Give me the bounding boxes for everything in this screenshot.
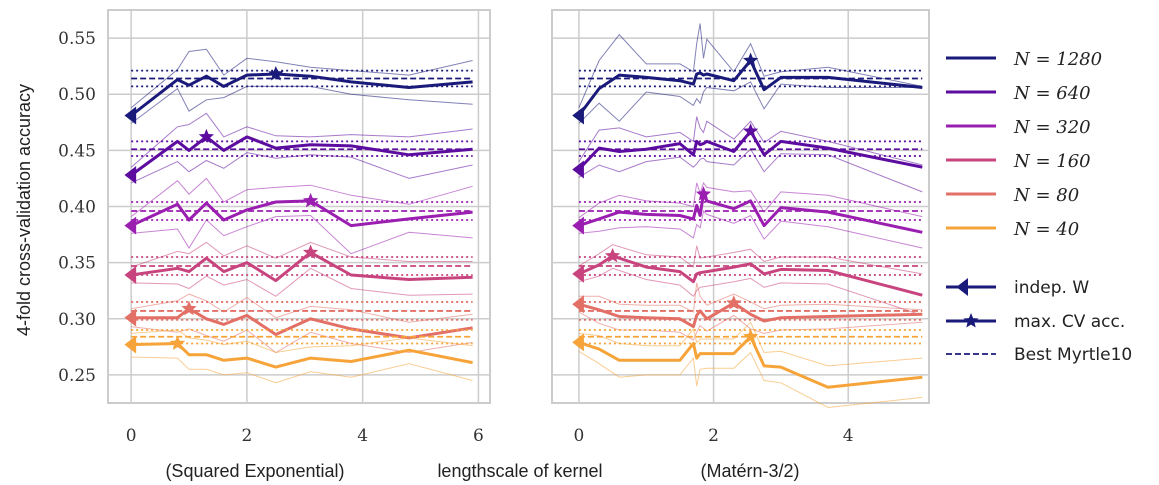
indep-w-marker bbox=[124, 265, 137, 284]
max-cv-marker bbox=[169, 335, 186, 350]
legend-label: N = 80 bbox=[1013, 185, 1079, 206]
indep-w-marker bbox=[124, 308, 137, 327]
lower-band-line bbox=[578, 148, 923, 193]
series-line bbox=[577, 59, 923, 117]
max-cv-marker bbox=[743, 328, 759, 344]
y-tick-label: 0.35 bbox=[58, 254, 96, 274]
x-axis-label: lengthscale of kernel bbox=[437, 461, 602, 481]
lower-band-line bbox=[578, 350, 923, 409]
indep-w-marker bbox=[572, 216, 584, 235]
legend-label: N = 160 bbox=[1013, 151, 1091, 172]
series-line bbox=[578, 301, 923, 329]
legend-label-best: Best Myrtle10 bbox=[1014, 345, 1132, 365]
upper-band-line bbox=[130, 112, 473, 168]
upper-band-line bbox=[131, 293, 473, 323]
series-line bbox=[578, 335, 923, 389]
max-cv-marker bbox=[743, 123, 759, 138]
x-tick-label: 6 bbox=[473, 426, 484, 446]
x-tick-label: 2 bbox=[241, 426, 252, 446]
series-line bbox=[130, 72, 473, 117]
lower-band-line bbox=[578, 267, 923, 316]
upper-band-line bbox=[578, 23, 923, 108]
y-tick-label: 0.55 bbox=[58, 29, 96, 49]
y-tick-label: 0.30 bbox=[58, 310, 96, 330]
series-line bbox=[130, 251, 473, 283]
max-cv-marker bbox=[695, 186, 712, 201]
max-cv-marker bbox=[605, 247, 621, 263]
y-tick-label: 0.45 bbox=[58, 141, 96, 161]
indep-w-marker bbox=[124, 166, 137, 185]
indep-w-marker bbox=[572, 333, 584, 352]
indep-w-marker bbox=[572, 106, 584, 125]
upper-band-line bbox=[130, 48, 473, 109]
max-cv-marker bbox=[268, 66, 284, 81]
legend-star-marker bbox=[963, 313, 979, 328]
lower-band-line bbox=[578, 311, 923, 341]
indep-w-marker bbox=[572, 295, 584, 314]
upper-band-line bbox=[578, 244, 923, 275]
series-line bbox=[130, 135, 473, 177]
series-line bbox=[131, 342, 473, 369]
lower-band-line bbox=[131, 267, 473, 297]
indep-w-marker bbox=[124, 335, 137, 354]
series-line bbox=[130, 199, 473, 228]
y-tick-label: 0.40 bbox=[58, 198, 96, 218]
max-cv-marker bbox=[181, 300, 197, 316]
lower-band-line bbox=[130, 152, 473, 184]
legend-label: N = 320 bbox=[1013, 117, 1091, 138]
max-cv-marker bbox=[726, 295, 742, 310]
upper-band-line bbox=[130, 177, 473, 217]
max-cv-marker bbox=[743, 52, 759, 67]
series-line bbox=[578, 192, 923, 234]
x-tick-label: 2 bbox=[708, 426, 719, 446]
upper-band-line bbox=[131, 241, 473, 268]
axes-frame bbox=[551, 9, 930, 404]
legend-indep-marker bbox=[956, 278, 968, 296]
y-tick-label: 0.50 bbox=[58, 85, 96, 105]
legend-label: N = 1280 bbox=[1013, 49, 1102, 70]
legend-label-indep: indep. W bbox=[1014, 278, 1089, 298]
upper-band-line bbox=[131, 329, 473, 354]
panel-matern: 0 2 4 bbox=[551, 9, 930, 446]
panel-left-subtitle: (Squared Exponential) bbox=[165, 461, 344, 481]
upper-band-line bbox=[578, 321, 923, 367]
max-cv-marker bbox=[303, 192, 319, 208]
lower-band-line bbox=[130, 85, 473, 124]
lower-band-line bbox=[578, 81, 923, 124]
indep-w-marker bbox=[572, 160, 584, 179]
axes-frame bbox=[107, 9, 491, 404]
y-tick-label: 0.25 bbox=[58, 366, 96, 386]
legend-label-maxcv: max. CV acc. bbox=[1014, 312, 1125, 332]
series-line bbox=[577, 129, 923, 171]
x-tick-label: 0 bbox=[574, 426, 585, 446]
max-cv-marker bbox=[303, 244, 319, 259]
upper-band-line bbox=[578, 116, 923, 166]
upper-band-line bbox=[578, 282, 923, 313]
legend-label: N = 640 bbox=[1013, 83, 1091, 104]
y-axis-label: 4-fold cross-validation accuracy bbox=[14, 84, 34, 336]
x-tick-label: 4 bbox=[843, 426, 854, 446]
indep-w-marker bbox=[572, 264, 584, 283]
panel-squared-exponential: 0 2 4 6 bbox=[107, 9, 491, 446]
legend-label: N = 40 bbox=[1013, 219, 1079, 240]
x-tick-label: 0 bbox=[126, 426, 137, 446]
series-line bbox=[578, 254, 923, 297]
legend: N = 1280 N = 640 N = 320 N = 160 N = 80 N = 4… bbox=[946, 49, 1132, 365]
indep-w-marker bbox=[124, 106, 137, 125]
panel-right-subtitle: (Matérn-3/2) bbox=[700, 461, 799, 481]
lower-band-line bbox=[578, 209, 923, 249]
lower-band-line bbox=[131, 214, 473, 255]
upper-band-line bbox=[578, 181, 923, 219]
max-cv-marker bbox=[198, 128, 214, 144]
lower-band-line bbox=[131, 356, 473, 384]
x-tick-label: 4 bbox=[357, 426, 368, 446]
indep-w-marker bbox=[124, 216, 137, 235]
y-axis: 0.25 0.30 0.35 0.40 0.45 0.50 0.55 bbox=[58, 29, 96, 386]
